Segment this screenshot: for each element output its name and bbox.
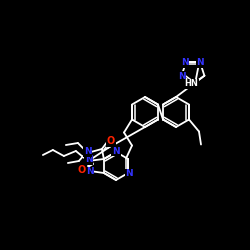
Text: O: O (78, 165, 86, 175)
Text: N: N (196, 58, 204, 67)
Text: N: N (84, 148, 92, 156)
Text: N: N (112, 146, 120, 156)
Text: N: N (86, 168, 94, 176)
Text: N: N (125, 170, 133, 178)
Text: N: N (85, 156, 93, 164)
Text: N: N (181, 58, 189, 67)
Text: N: N (178, 72, 186, 81)
Text: O: O (107, 136, 115, 146)
Text: HN: HN (184, 80, 198, 88)
